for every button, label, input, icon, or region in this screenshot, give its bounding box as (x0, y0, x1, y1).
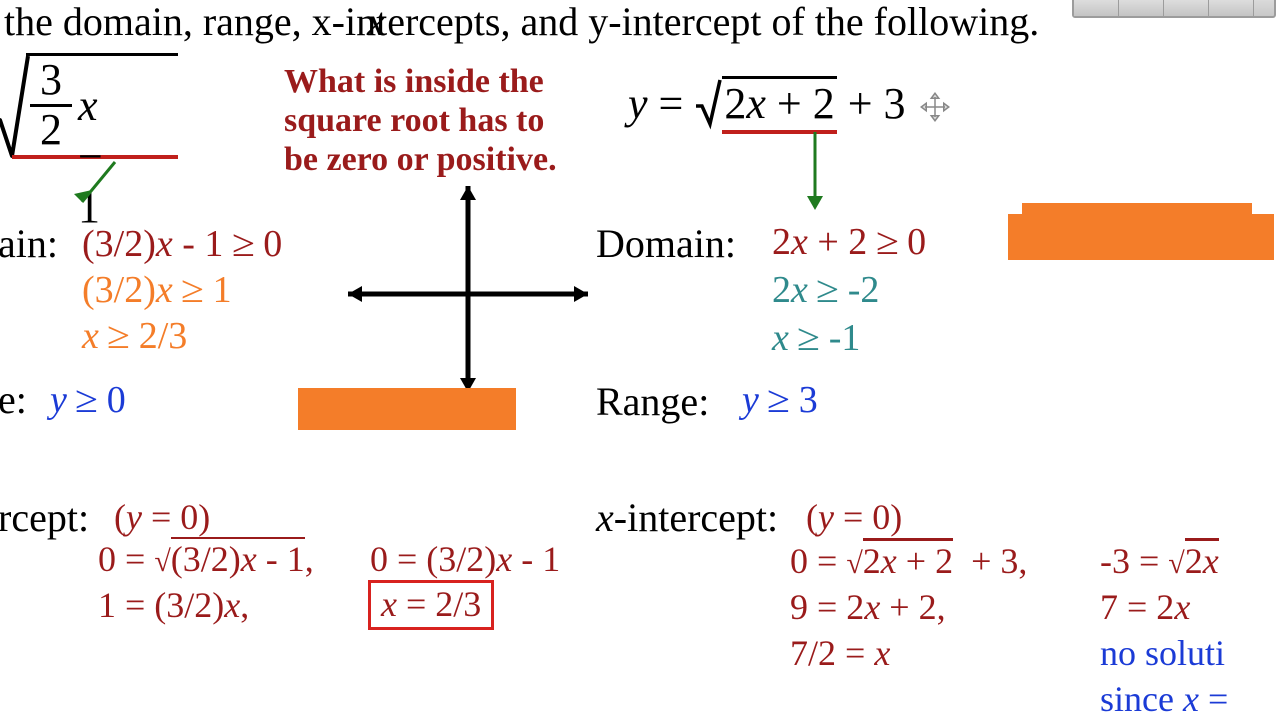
frac-num: 3 (34, 54, 68, 105)
right-xint-nosol2: since x = (1100, 678, 1228, 720)
move-cursor-icon (920, 92, 950, 127)
hint-l1: What is inside the (284, 62, 557, 101)
right-domain-step3: x ≥ -1 (772, 316, 860, 360)
left-domain-label: ain: (0, 220, 58, 267)
title-text: the domain, range, x-intercepts, and y-i… (4, 0, 1039, 44)
right-domain-step2: 2x ≥ -2 (772, 268, 879, 312)
sqrt-symbol-right (694, 74, 722, 130)
hint-l2: square root has to (284, 101, 557, 140)
left-xint-l2a: 1 = (3/2)x, (98, 584, 249, 626)
right-xint-l1b: -3 = √2x (1100, 540, 1219, 582)
right-range-label: Range: (596, 378, 709, 425)
left-xint-answer-box: x = 2/3 (368, 580, 494, 630)
left-xint-l1b: 0 = (3/2)x - 1 (370, 538, 560, 580)
left-range: y ≥ 0 (50, 378, 126, 422)
right-xint-note: (y = 0) (806, 496, 902, 538)
left-domain-step2: (3/2)x ≥ 1 (82, 268, 232, 312)
left-range-label: e: (0, 376, 27, 423)
left-domain-step3: x ≥ 2/3 (82, 314, 187, 358)
right-range: y ≥ 3 (742, 378, 818, 422)
left-xint-l1a: 0 = √(3/2)x - 1, (98, 538, 314, 580)
highlight-1 (298, 388, 516, 430)
right-xint-label: x-intercept: (596, 494, 778, 541)
page-title: the domain, range, x-intercepts, and y-i… (4, 0, 1039, 45)
hint-text: What is inside the square root has to be… (284, 62, 557, 179)
right-xint-l2b: 7 = 2x (1100, 586, 1190, 628)
frac-den: 2 (34, 104, 68, 155)
hint-l3: be zero or positive. (284, 140, 557, 179)
left-xint-note: (y = 0) (114, 496, 210, 538)
axes-graph (330, 176, 610, 406)
highlight-2b (1008, 214, 1274, 260)
right-xint-l1a: 0 = √2x + 2 + 3, (790, 540, 1027, 582)
left-green-arrow (70, 158, 150, 218)
right-domain-step1: 2x + 2 ≥ 0 (772, 220, 926, 264)
toolbar-fragment (1072, 0, 1276, 18)
left-domain-step1: (3/2)x - 1 ≥ 0 (82, 222, 282, 266)
right-domain-label: Domain: (596, 220, 736, 267)
title-italic-x: x (367, 0, 385, 45)
right-equation: y = 2x + 2 + 3 (628, 74, 906, 130)
right-xint-nosol1: no soluti (1100, 632, 1225, 674)
right-xint-l2a: 9 = 2x + 2, (790, 586, 946, 628)
right-green-arrow (800, 128, 830, 218)
left-xint-label: rcept: (0, 494, 89, 541)
right-xint-l3a: 7/2 = x (790, 632, 890, 674)
sqrt-symbol-left (0, 50, 30, 160)
